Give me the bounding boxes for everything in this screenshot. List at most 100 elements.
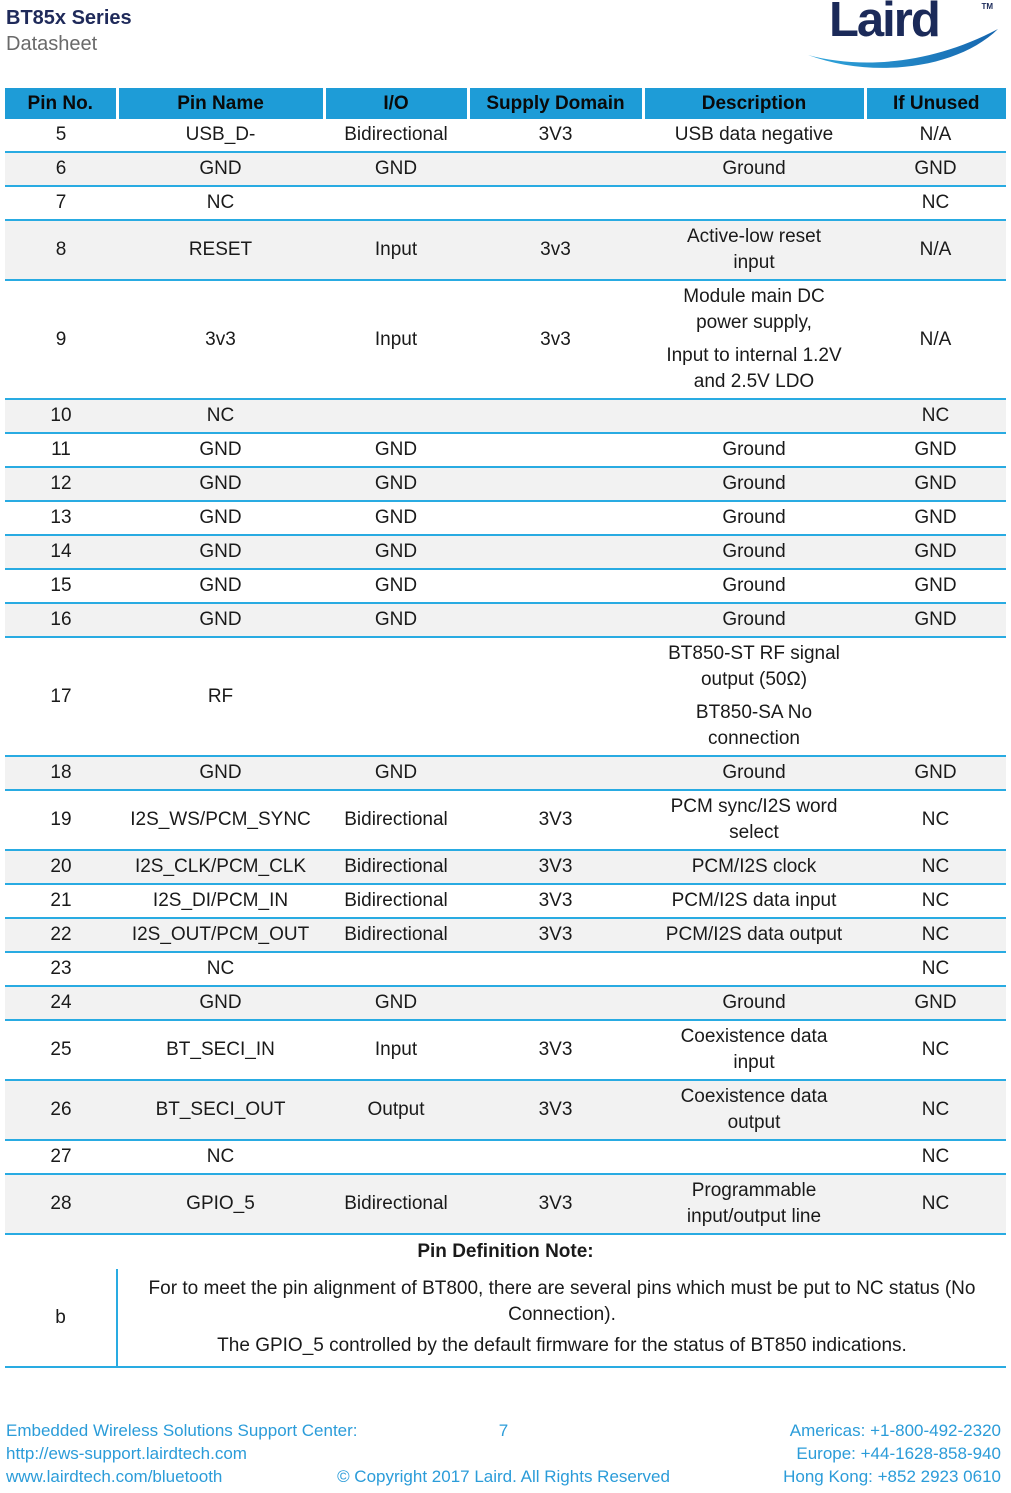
- if-unused-cell: GND: [914, 575, 957, 596]
- table-header: Pin No. Pin Name I/O Supply Domain Descr…: [5, 88, 1006, 119]
- pin-no-cell: 12: [5, 467, 117, 501]
- pin-row: 11 GND GND Ground GND: [5, 433, 1006, 467]
- copyright-text: © Copyright 2017 Laird. All Rights Reser…: [337, 1467, 670, 1486]
- if-unused-cell: GND: [865, 535, 1006, 569]
- col-header-if-unused: If Unused: [865, 88, 1006, 119]
- doc-subtitle: Datasheet: [6, 33, 98, 55]
- if-unused-cell: GND: [865, 152, 1006, 186]
- supply-domain-cell: [468, 569, 643, 603]
- if-unused-cell: N/A: [919, 328, 952, 350]
- io-cell: Input: [374, 1039, 418, 1060]
- pin-name-cell: RF: [207, 685, 234, 707]
- pin-row: 21 I2S_DI/PCM_IN Bidirectional 3V3 PCM/I2S d…: [5, 884, 1006, 918]
- pin-row: 28 GPIO_5 Bidirectional 3V3 Programmable inp…: [5, 1174, 1006, 1234]
- pin-no-cell: 15: [50, 575, 72, 596]
- note-body-row: b For to meet the pin alignment of BT800…: [5, 1269, 1006, 1367]
- supply-domain-cell: [468, 986, 643, 1020]
- pin-name-cell: GND: [199, 575, 242, 596]
- io-cell: [324, 186, 468, 220]
- col-header-io: I/O: [324, 88, 470, 119]
- description-paragraph: Ground: [722, 575, 786, 596]
- pin-no-cell: 27: [50, 1146, 72, 1167]
- pin-name-cell: I2S_WS/PCM_SYNC: [130, 809, 311, 830]
- pin-no-cell: 20: [5, 850, 117, 884]
- pin-name-cell: BT_SECI_IN: [166, 1039, 275, 1060]
- pin-no-cell: 24: [5, 986, 117, 1020]
- pin-name-cell: GND: [199, 439, 242, 460]
- description-paragraph: Coexistence data output: [680, 1086, 828, 1133]
- pin-name-cell: GND: [117, 756, 324, 790]
- pin-name-cell: 3v3: [205, 328, 236, 350]
- description-cell: PCM sync/I2S word select: [643, 790, 865, 850]
- pin-name-cell: GND: [199, 507, 242, 528]
- io-cell: GND: [374, 575, 418, 596]
- note-heading-row: Pin Definition Note:: [5, 1234, 1006, 1269]
- pin-no-cell: 11: [51, 439, 71, 460]
- if-unused-cell: GND: [865, 986, 1006, 1020]
- description-paragraph: Ground: [722, 992, 786, 1013]
- description-cell: Ground: [643, 569, 865, 603]
- supply-domain-cell: 3V3: [468, 1174, 643, 1234]
- pin-name-cell: NC: [206, 192, 235, 213]
- pin-row: 13 GND GND Ground GND: [5, 501, 1006, 535]
- description-cell: PCM/I2S data output: [643, 918, 865, 952]
- supply-domain-cell: [468, 152, 643, 186]
- pin-row: 7 NC NC: [5, 186, 1006, 220]
- pin-row: 14 GND GND Ground GND: [5, 535, 1006, 569]
- supply-domain-cell: [468, 637, 643, 756]
- description-cell: Active-low reset input: [643, 220, 865, 280]
- footer-support-url[interactable]: http://ews-support.lairdtech.com: [6, 1444, 247, 1463]
- description-cell: Ground: [643, 467, 865, 501]
- footer-support-block: Embedded Wireless Solutions Support Cent…: [6, 1419, 358, 1488]
- supply-domain-cell: 3V3: [468, 850, 643, 884]
- pin-row: 18 GND GND Ground GND: [5, 756, 1006, 790]
- pin-no-cell: 25: [50, 1039, 72, 1060]
- note-paragraph: For to meet the pin alignment of BT800, …: [148, 1278, 976, 1325]
- io-cell: GND: [324, 756, 468, 790]
- doc-title: BT85x Series: [6, 7, 132, 29]
- pin-name-cell: GND: [117, 535, 324, 569]
- description-paragraph: Module main DC power supply,: [683, 286, 825, 333]
- pin-row: 9 3v3 Input 3v3 Module main DC power supply,…: [5, 280, 1006, 399]
- description-cell: Ground: [643, 603, 865, 637]
- if-unused-cell: GND: [914, 507, 957, 528]
- supply-domain-cell: [468, 501, 643, 535]
- if-unused-cell: NC: [865, 1080, 1006, 1140]
- if-unused-cell: GND: [865, 756, 1006, 790]
- io-cell: Output: [324, 1080, 468, 1140]
- if-unused-cell: GND: [865, 603, 1006, 637]
- col-header-supply-domain: Supply Domain: [468, 88, 645, 119]
- pin-row: 10 NC NC: [5, 399, 1006, 433]
- pin-no-cell: 14: [5, 535, 117, 569]
- if-unused-cell: [865, 637, 1006, 756]
- col-header-pin-no: Pin No.: [5, 88, 119, 119]
- pin-definition-table: Pin No. Pin Name I/O Supply Domain Descr…: [5, 88, 1006, 1368]
- pin-name-cell: I2S_OUT/PCM_OUT: [117, 918, 324, 952]
- pin-name-cell: GND: [117, 986, 324, 1020]
- if-unused-cell: NC: [921, 890, 950, 911]
- description-paragraph: PCM/I2S clock: [691, 856, 817, 877]
- if-unused-cell: NC: [865, 918, 1006, 952]
- supply-domain-cell: [468, 186, 643, 220]
- supply-domain-cell: 3V3: [538, 809, 573, 830]
- if-unused-cell: N/A: [865, 220, 1006, 280]
- if-unused-cell: GND: [914, 439, 957, 460]
- footer-phone-hongkong: Hong Kong: +852 2923 0610: [783, 1467, 1001, 1486]
- col-header-description: Description: [643, 88, 867, 119]
- description-paragraph: Ground: [722, 541, 786, 562]
- pin-name-cell: BT_SECI_OUT: [117, 1080, 324, 1140]
- io-cell: Bidirectional: [324, 850, 468, 884]
- description-cell: Coexistence data input: [643, 1020, 865, 1080]
- note-text: For to meet the pin alignment of BT800, …: [117, 1269, 1006, 1367]
- description-cell: USB data negative: [643, 119, 865, 152]
- description-cell: PCM/I2S clock: [643, 850, 865, 884]
- footer-bluetooth-url[interactable]: www.lairdtech.com/bluetooth: [6, 1467, 223, 1486]
- pin-row: 12 GND GND Ground GND: [5, 467, 1006, 501]
- pin-row: 20 I2S_CLK/PCM_CLK Bidirectional 3V3 PCM/I2S…: [5, 850, 1006, 884]
- description-paragraph: Ground: [722, 762, 786, 783]
- io-cell: GND: [324, 467, 468, 501]
- pin-name-cell: GPIO_5: [117, 1174, 324, 1234]
- note-label: b: [5, 1269, 118, 1367]
- description-paragraph: PCM/I2S data input: [671, 890, 837, 911]
- footer-contact-block: Americas: +1-800-492-2320 Europe: +44-16…: [783, 1419, 1001, 1488]
